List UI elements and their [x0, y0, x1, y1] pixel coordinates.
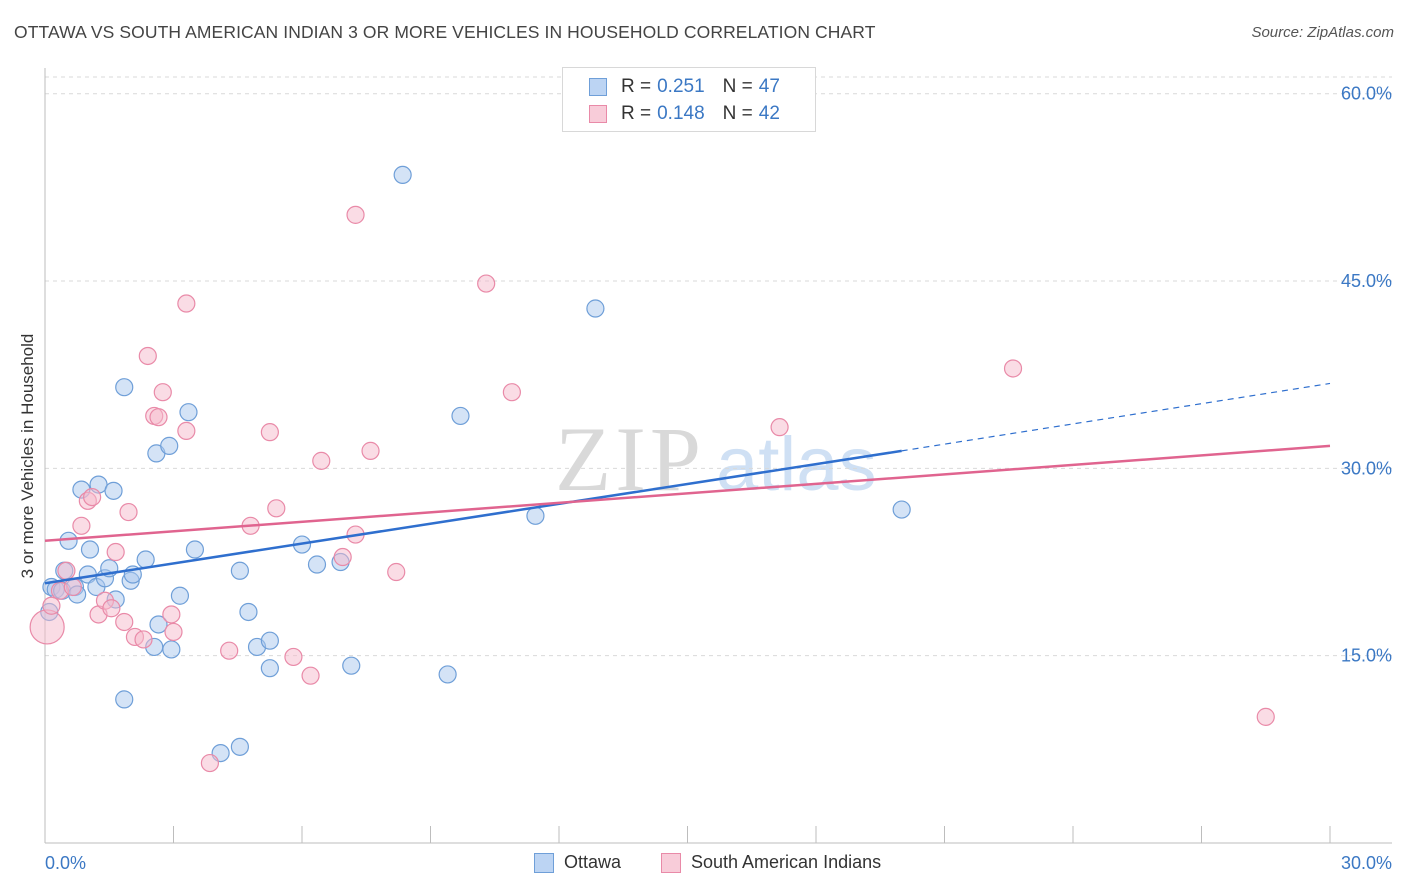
sai-point [260, 423, 279, 442]
ottawa-point [162, 640, 181, 659]
ottawa-swatch [589, 78, 607, 96]
ottawa-point [526, 506, 545, 525]
ottawa-point [239, 602, 258, 622]
ottawa-r-label: R = [621, 76, 652, 97]
sai-point [312, 451, 331, 470]
sai-point [333, 547, 352, 567]
ottawa-point [438, 665, 457, 684]
sai-point [770, 418, 789, 437]
sai-point [1256, 707, 1275, 726]
ottawa-point [136, 550, 155, 569]
bottom-legend-ottawa: Ottawa [534, 852, 621, 873]
sai-point [102, 599, 121, 618]
ottawa-trend-line [44, 449, 902, 585]
sai-point [502, 383, 521, 402]
sai-point [267, 499, 286, 518]
y-tick-label: 60.0% [1341, 84, 1392, 104]
ottawa-point [115, 690, 134, 709]
ottawa-point [230, 561, 249, 580]
ottawa-point [59, 531, 78, 550]
sai-r-label: R = [621, 103, 652, 124]
x-tick-label: 30.0% [1341, 853, 1392, 873]
ottawa-trend-extension [901, 382, 1331, 452]
legend-row-sai: R = 0.148 N = 42 [589, 102, 780, 126]
sai-legend-label: South American Indians [691, 852, 882, 872]
sai-point [57, 561, 76, 580]
sai-trend-line [44, 444, 1331, 543]
sai-point [106, 542, 125, 562]
sai-point [153, 383, 172, 402]
ottawa-point [149, 615, 168, 634]
ottawa-point [115, 378, 134, 397]
sai-point [115, 612, 134, 632]
y-tick-label: 30.0% [1341, 458, 1392, 478]
ottawa-n-label: N = [722, 76, 753, 97]
ottawa-point [586, 299, 605, 318]
ottawa-point [170, 586, 190, 605]
watermark-atlas: atlas [716, 422, 877, 507]
sai-point [138, 346, 157, 366]
ottawa-point [80, 540, 100, 559]
sai-point [477, 274, 496, 293]
sai-swatch [589, 105, 607, 123]
sai-point [1003, 359, 1023, 378]
sai-point [220, 641, 239, 660]
ottawa-point [892, 500, 911, 519]
sai-legend-swatch [661, 852, 681, 873]
sai-point [387, 562, 406, 582]
ottawa-point [342, 656, 361, 675]
ottawa-point [104, 481, 123, 500]
sai-point [177, 294, 196, 313]
ottawa-point [185, 540, 205, 559]
sai-point [83, 487, 102, 507]
sai-point [284, 647, 303, 667]
sai-point [42, 596, 61, 615]
ottawa-legend-swatch [534, 852, 554, 873]
bottom-legend-sai: South American Indians [661, 852, 881, 873]
y-tick-label: 45.0% [1341, 271, 1392, 291]
sai-point [162, 605, 181, 624]
chart-title: OTTAWA VS SOUTH AMERICAN INDIAN 3 OR MOR… [14, 22, 876, 42]
ottawa-point [260, 631, 279, 650]
correlation-legend: R = 0.251 N = 47 R = 0.148 N = 42 [562, 67, 816, 132]
ottawa-point [160, 436, 179, 455]
sai-point [134, 630, 153, 649]
sai-point [149, 408, 168, 427]
sai-point [361, 441, 380, 460]
ottawa-point [179, 403, 198, 422]
ottawa-legend-label: Ottawa [564, 852, 622, 872]
y-axis-label: 3 or more Vehicles in Household [18, 333, 37, 579]
ottawa-point [230, 737, 249, 756]
sai-point [301, 666, 320, 685]
ottawa-n-value: 47 [758, 76, 780, 97]
x-tick-label: 0.0% [45, 853, 86, 873]
sai-n-label: N = [722, 103, 753, 124]
ottawa-point [451, 406, 470, 426]
sai-point [177, 421, 196, 441]
sai-r-value: 0.148 [657, 103, 705, 124]
source-label: Source: ZipAtlas.com [1251, 24, 1394, 41]
ottawa-point [393, 165, 412, 185]
ottawa-point [307, 555, 327, 574]
sai-point [119, 502, 138, 522]
sai-point [72, 516, 91, 535]
sai-point [346, 205, 365, 224]
sai-point [164, 622, 183, 642]
sai-point [200, 753, 220, 773]
ottawa-r-value: 0.251 [657, 76, 705, 97]
sai-n-value: 42 [758, 103, 780, 124]
sai-point [29, 609, 65, 645]
y-tick-label: 15.0% [1341, 646, 1392, 666]
legend-row-ottawa: R = 0.251 N = 47 [589, 75, 780, 99]
ottawa-point [260, 659, 279, 678]
